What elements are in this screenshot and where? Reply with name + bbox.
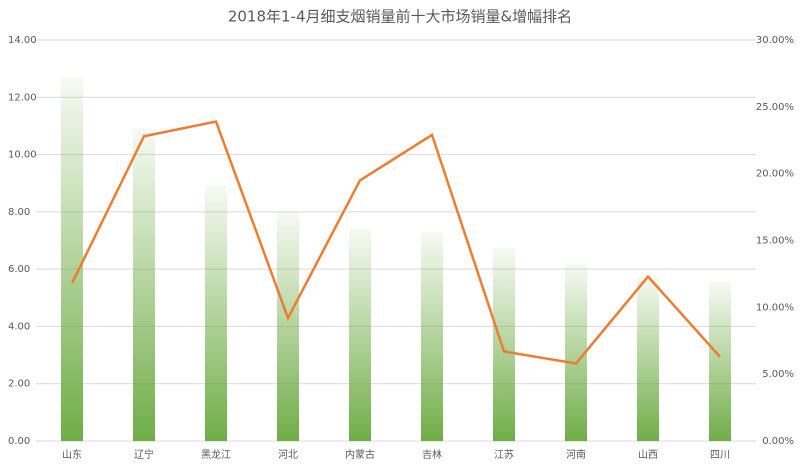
bar (637, 276, 659, 441)
y-tick-label: 2.00 (8, 379, 30, 390)
bar (205, 186, 227, 441)
line (70, 120, 721, 365)
x-tick-label: 四川 (710, 450, 730, 461)
x-tick-label: 内蒙古 (345, 448, 375, 461)
x-tick-label: 山东 (62, 448, 82, 461)
y2-tick-label: 5.00% (762, 369, 794, 380)
bar (493, 247, 515, 441)
y2-tick-label: 15.00% (756, 236, 794, 247)
y2-tick-label: 25.00% (756, 102, 794, 113)
y-tick-label: 10.00 (8, 150, 37, 161)
y2-tick-label: 20.00% (756, 169, 794, 180)
x-tick-label: 河南 (566, 448, 586, 461)
y-tick-label: 6.00 (8, 264, 30, 275)
y-tick-label: 0.00 (8, 436, 30, 447)
chart-title: 2018年1-4月细支烟销量前十大市场销量&增幅排名 (228, 8, 572, 26)
bar (277, 211, 299, 441)
y2-tick-label: 0.00% (762, 436, 794, 447)
x-tick-label: 江苏 (494, 448, 514, 461)
bar (565, 263, 587, 441)
x-tick-label: 黑龙江 (201, 448, 231, 461)
y2-tick-label: 10.00% (756, 302, 794, 313)
x-tick-label: 山西 (638, 449, 658, 461)
bar (61, 77, 83, 441)
bar (133, 128, 155, 442)
bar (421, 231, 443, 441)
y-tick-label: 4.00 (8, 321, 30, 332)
y2-tick-label: 30.00% (756, 35, 794, 46)
bar (349, 229, 371, 441)
x-tick-label: 河北 (278, 449, 298, 461)
y-tick-label: 12.00 (8, 92, 37, 103)
x-tick-label: 吉林 (422, 448, 442, 461)
bar (709, 282, 731, 441)
x-tick-label: 辽宁 (134, 448, 154, 461)
y-tick-label: 14.00 (8, 35, 37, 46)
y-tick-label: 8.00 (8, 207, 30, 218)
